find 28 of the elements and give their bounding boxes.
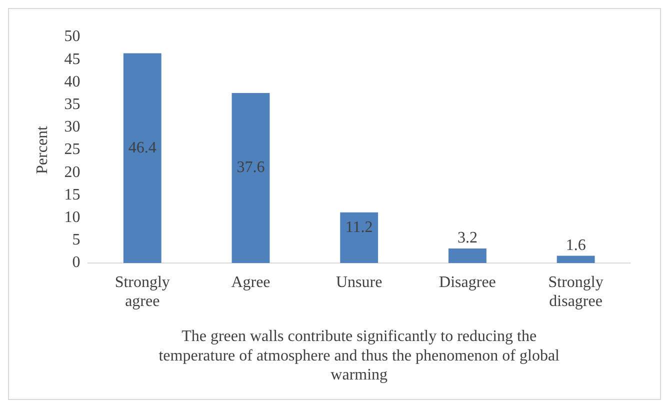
y-tick-label: 10 (64, 209, 80, 226)
x-tick-label: Agree (231, 274, 270, 291)
data-label: 37.6 (236, 159, 265, 176)
y-tick-label: 20 (64, 164, 80, 181)
x-tick-label: Unsure (336, 274, 382, 291)
bar (556, 256, 595, 263)
y-tick-label: 0 (72, 254, 80, 272)
x-tick-label: Strongly agree (114, 274, 170, 310)
y-tick-label: 30 (64, 118, 80, 136)
y-tick-label: 5 (72, 232, 80, 249)
y-tick-label: 15 (64, 186, 80, 204)
bar (232, 93, 270, 263)
data-label: 11.2 (345, 218, 373, 236)
y-tick-label: 50 (64, 28, 80, 46)
y-tick-label: 40 (64, 73, 80, 90)
data-label: 3.2 (457, 230, 478, 247)
x-axis-title: The green walls contribute significantly to reducing the temperature of atmosphere and thus the phenomenon of global warming (158, 328, 560, 384)
bar (340, 212, 378, 263)
data-label: 46.4 (128, 139, 156, 156)
bar (448, 248, 486, 263)
x-tick-label: Strongly disagree (548, 274, 604, 310)
bar (123, 53, 162, 263)
y-tick-label: 25 (64, 141, 80, 158)
x-tick-label: Disagree (439, 274, 496, 291)
y-axis-title: Percent (34, 125, 51, 174)
y-tick-label: 35 (64, 96, 80, 114)
y-tick-label: 45 (64, 50, 80, 68)
data-label: 1.6 (566, 236, 586, 254)
